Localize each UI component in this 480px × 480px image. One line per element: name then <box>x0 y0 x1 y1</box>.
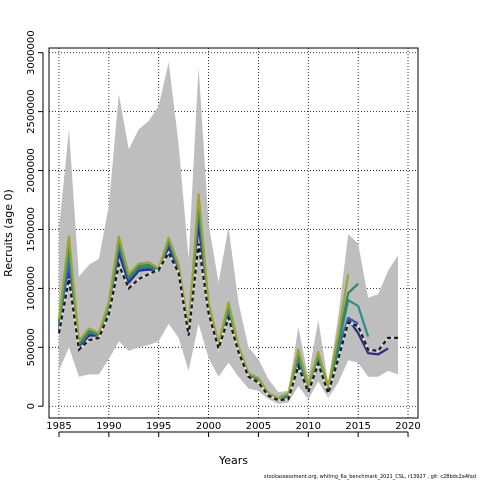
plot-frame <box>48 47 419 419</box>
y-tick-label-4: 2000000 <box>26 148 37 193</box>
y-tick-label-1: 500000 <box>26 328 37 366</box>
x-tick-label-5: 2010 <box>296 421 321 432</box>
x-tick-label-6: 2015 <box>345 421 370 432</box>
series-line-5 <box>57 193 350 400</box>
x-axis: 1985 1990 1995 2000 2005 2010 2015 2020 <box>46 421 421 437</box>
x-tick-label-7: 2020 <box>395 421 420 432</box>
x-tick-label-0: 1985 <box>46 421 71 432</box>
y-tick-label-5: 2500000 <box>26 89 37 134</box>
y-tick-label-2: 1000000 <box>26 266 37 311</box>
x-axis-title: Years <box>218 454 248 467</box>
y-tick-label-6: 3000000 <box>26 30 37 75</box>
series-line-0 <box>57 243 399 402</box>
x-tick-label-3: 2000 <box>196 421 221 432</box>
y-axis-title: Recruits (age 0) <box>2 189 15 277</box>
x-tick-label-1: 1990 <box>96 421 121 432</box>
y-axis: 0 500000 1000000 1500000 2000000 2500000 30000… <box>26 30 44 409</box>
confidence-band <box>58 62 399 404</box>
y-tick-label-0: 0 <box>26 403 37 409</box>
y-tick-label-3: 1500000 <box>26 207 37 252</box>
footnote: stockassessment.org, whiting_6a_benchmar… <box>264 474 476 480</box>
x-tick-label-2: 1995 <box>146 421 171 432</box>
x-tick-label-4: 2005 <box>246 421 271 432</box>
series-lines <box>57 193 399 402</box>
